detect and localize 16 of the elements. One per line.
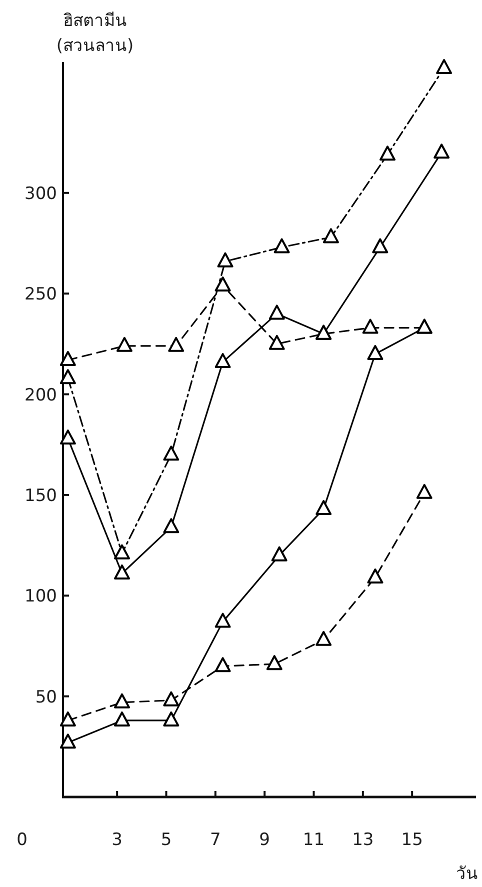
y-tick-label: 200	[24, 385, 57, 406]
x-tick-label: 9	[259, 830, 270, 850]
x-tick-label: 13	[352, 830, 374, 850]
x-tick-label: 5	[160, 830, 172, 850]
y-tick-label: 150	[24, 486, 57, 506]
y-tick-label: 250	[24, 284, 57, 305]
x-tick-label: 11	[302, 830, 325, 850]
x-axis-title: วัน	[456, 864, 478, 884]
x-tick-label: 3	[112, 830, 122, 850]
y-tick-label: 100	[24, 586, 57, 607]
x-tick-label: 7	[210, 830, 221, 850]
ylabel: ฮิสตามีน (สวนลาน)	[56, 11, 134, 56]
text: 0	[16, 830, 28, 850]
x-tick-label: 15	[401, 830, 423, 850]
y-tick-label: 300	[24, 184, 57, 204]
y-tick-label: 50	[35, 687, 57, 708]
